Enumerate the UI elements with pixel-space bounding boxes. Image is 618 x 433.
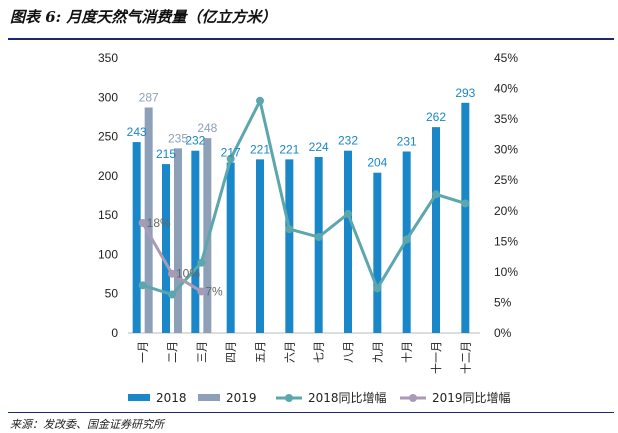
data-label-2019同比增幅: 7%	[205, 284, 223, 298]
bar-2018	[314, 157, 323, 333]
point-2018同比增幅	[138, 281, 147, 290]
legend-label-2019: 2019	[226, 391, 257, 405]
y-right-tick-label: 5%	[494, 295, 512, 309]
point-2018同比增幅	[432, 190, 440, 199]
point-2018同比增幅	[461, 199, 470, 208]
y-left-tick-label: 0	[111, 326, 118, 340]
y-right-tick-label: 25%	[494, 173, 518, 187]
point-2018同比增幅	[402, 235, 411, 244]
bar-2018	[191, 150, 200, 333]
data-label-2018: 215	[156, 147, 176, 161]
data-label-2018: 204	[367, 156, 387, 170]
y-left-tick-label: 100	[98, 247, 118, 261]
x-tick-label: 八月	[342, 341, 355, 363]
legend-swatch-2019	[198, 394, 220, 401]
bar-2018	[461, 102, 470, 334]
x-tick-label: 六月	[283, 341, 296, 363]
point-2018同比增幅	[226, 154, 235, 163]
source-divider	[8, 412, 614, 413]
y-right-tick-label: 30%	[494, 143, 518, 157]
point-2019同比增幅	[168, 269, 176, 278]
point-2018同比增幅	[373, 284, 382, 293]
y-right-tick-label: 0%	[494, 326, 512, 340]
bar-2018	[432, 127, 440, 334]
bar-2018	[226, 162, 235, 333]
data-label-2018: 221	[250, 142, 270, 156]
x-tick-label: 九月	[371, 341, 384, 363]
legend-label-2018: 2018	[156, 391, 187, 405]
bar-2018	[285, 159, 294, 333]
y-left-tick-label: 300	[98, 90, 118, 104]
x-tick-label: 五月	[254, 341, 267, 363]
data-label-2019: 287	[139, 91, 159, 105]
bar-2018	[373, 172, 382, 333]
chart-title: 图表 6: 月度天然气消费量（亿立方米）	[10, 8, 277, 26]
data-label-2018: 224	[309, 140, 329, 154]
data-label-2018: 293	[455, 86, 475, 100]
data-label-2018: 243	[127, 125, 147, 139]
x-tick-label: 十二月	[458, 341, 472, 374]
y-right-tick-label: 20%	[494, 204, 518, 218]
x-tick-label: 一月	[137, 341, 150, 363]
data-label-2018: 262	[426, 110, 446, 124]
data-label-2018: 217	[221, 146, 241, 160]
point-2018同比增幅	[197, 258, 206, 267]
y-left-tick-label: 250	[98, 130, 118, 144]
source-note: 来源：发改委、国金证券研究所	[10, 418, 164, 431]
point-2018同比增幅	[285, 225, 294, 234]
bar-2018	[162, 164, 170, 333]
data-label-2019: 235	[168, 131, 188, 145]
bar-2019	[174, 148, 182, 333]
bar-2019	[203, 138, 212, 333]
point-2018同比增幅	[314, 233, 323, 242]
y-right-tick-label: 45%	[494, 51, 518, 65]
data-label-2018: 232	[185, 134, 205, 148]
point-2019同比增幅	[197, 287, 206, 296]
bar-2019	[144, 107, 153, 333]
x-tick-label: 二月	[166, 341, 179, 363]
data-label-2019同比增幅: 10%	[176, 267, 200, 281]
data-label-2019: 248	[197, 121, 217, 135]
data-label-2019同比增幅: 18%	[147, 216, 171, 230]
line-2018同比增幅	[142, 99, 466, 296]
legend-label-2019同比增幅: 2019同比增幅	[432, 390, 511, 405]
legend-marker-2018同比增幅	[285, 394, 293, 402]
y-right-tick-label: 15%	[494, 234, 518, 248]
y-right-tick-label: 10%	[494, 265, 518, 279]
point-2018同比增幅	[168, 290, 176, 299]
x-tick-label: 七月	[313, 341, 326, 363]
y-left-tick-label: 150	[98, 208, 118, 222]
point-2018同比增幅	[344, 209, 352, 218]
point-2018同比增幅	[256, 96, 264, 105]
bar-2018	[256, 159, 264, 333]
y-left-tick-label: 200	[98, 169, 118, 183]
y-left-tick-label: 50	[105, 287, 119, 301]
y-left-tick-label: 350	[98, 51, 118, 65]
y-right-tick-label: 40%	[494, 82, 518, 96]
bar-2018	[132, 142, 141, 333]
legend-marker-2019同比增幅	[409, 394, 417, 402]
legend-label-2018同比增幅: 2018同比增幅	[308, 390, 387, 405]
data-label-2018: 221	[279, 142, 299, 156]
legend-swatch-2018	[128, 394, 150, 401]
title-divider	[8, 38, 614, 40]
bar-2018	[344, 150, 352, 333]
point-2019同比增幅	[138, 219, 147, 227]
x-tick-label: 十一月	[429, 341, 443, 374]
x-tick-label: 十月	[400, 341, 414, 363]
data-label-2018: 231	[397, 135, 417, 149]
x-tick-label: 三月	[195, 341, 208, 363]
x-tick-label: 四月	[225, 341, 238, 363]
y-right-tick-label: 35%	[494, 112, 518, 126]
data-label-2018: 232	[338, 134, 358, 148]
